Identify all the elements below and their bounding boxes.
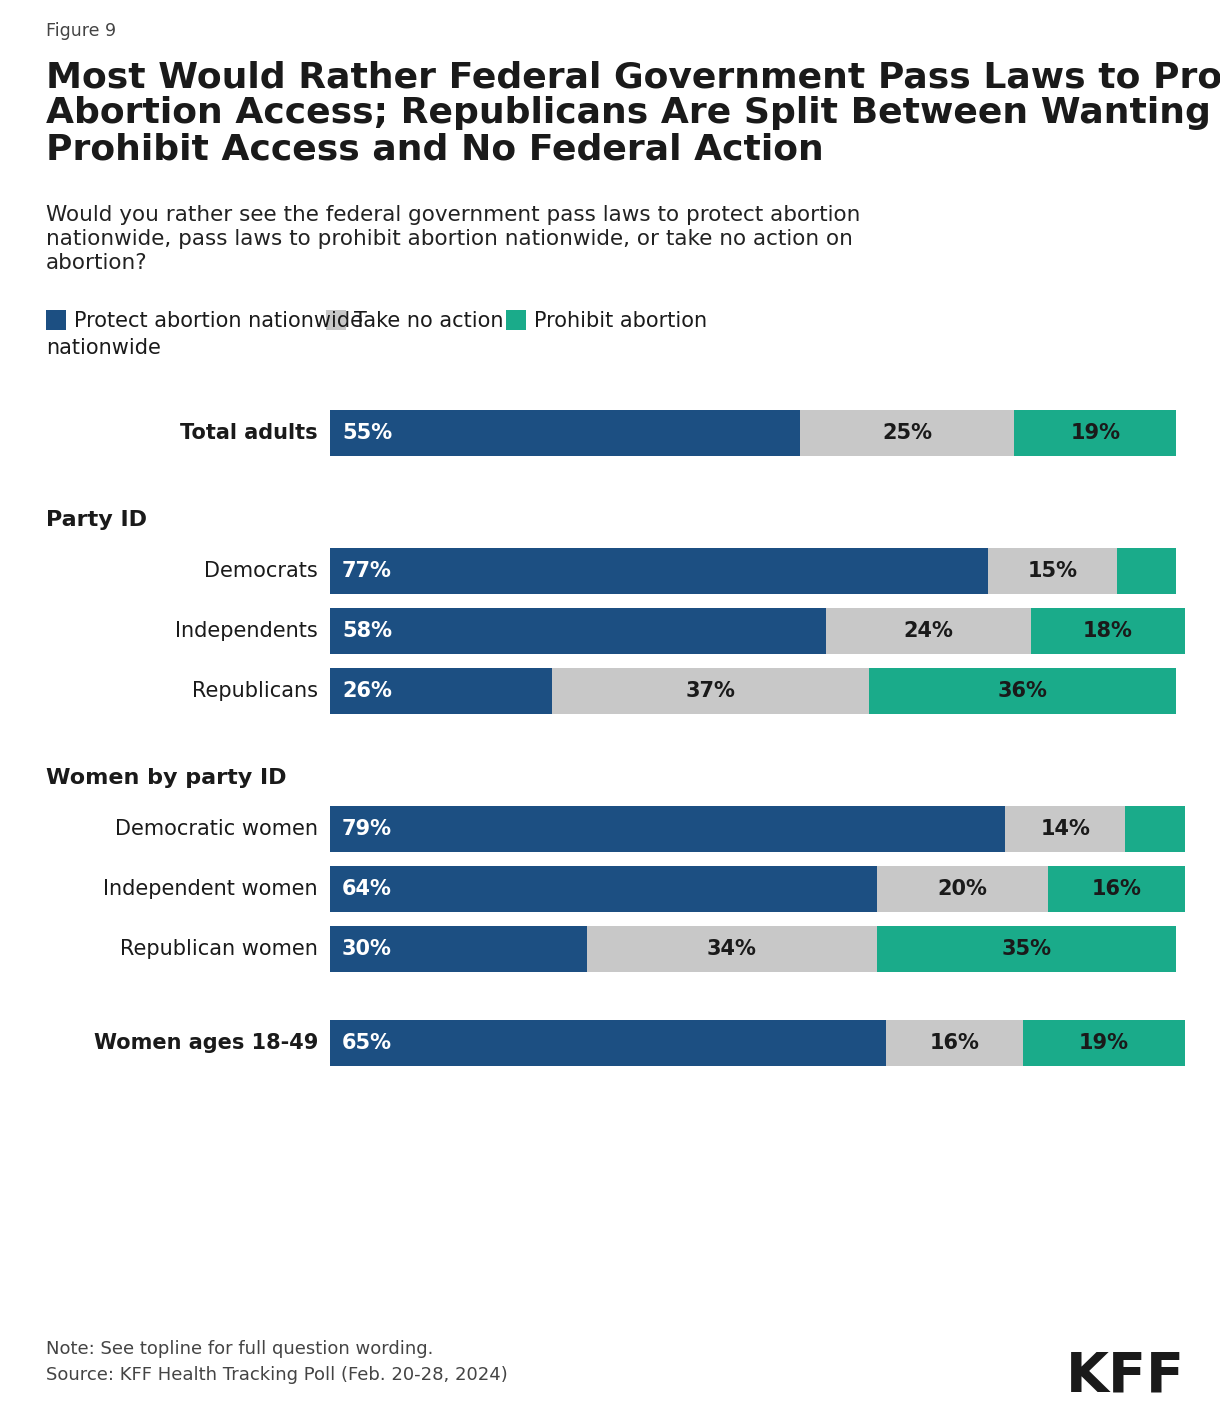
Bar bbox=[1005, 806, 1125, 853]
Bar bbox=[329, 926, 587, 971]
Bar bbox=[506, 310, 526, 329]
Bar bbox=[800, 410, 1014, 455]
Text: KFF: KFF bbox=[1066, 1350, 1185, 1404]
Text: 26%: 26% bbox=[342, 682, 392, 701]
Text: 79%: 79% bbox=[342, 819, 392, 839]
Bar bbox=[587, 926, 877, 971]
Text: Most Would Rather Federal Government Pass Laws to Protect: Most Would Rather Federal Government Pas… bbox=[46, 59, 1220, 93]
Bar bbox=[329, 806, 1005, 853]
Bar bbox=[826, 608, 1031, 655]
Text: Republican women: Republican women bbox=[120, 939, 318, 959]
Text: Republicans: Republicans bbox=[192, 682, 318, 701]
Text: Figure 9: Figure 9 bbox=[46, 23, 116, 40]
Text: 55%: 55% bbox=[342, 423, 392, 443]
Text: Protect abortion nationwide: Protect abortion nationwide bbox=[74, 311, 364, 331]
Text: 16%: 16% bbox=[930, 1034, 980, 1053]
Text: 25%: 25% bbox=[882, 423, 932, 443]
Text: 65%: 65% bbox=[342, 1034, 392, 1053]
Text: Total adults: Total adults bbox=[181, 423, 318, 443]
Bar bbox=[877, 865, 1048, 912]
Text: Would you rather see the federal government pass laws to protect abortion: Would you rather see the federal governm… bbox=[46, 205, 860, 225]
Text: 19%: 19% bbox=[1070, 423, 1120, 443]
Text: 24%: 24% bbox=[904, 621, 954, 641]
Text: 18%: 18% bbox=[1083, 621, 1133, 641]
Bar bbox=[869, 667, 1176, 714]
Text: 64%: 64% bbox=[342, 880, 392, 899]
Bar bbox=[329, 608, 826, 655]
Text: 77%: 77% bbox=[342, 561, 392, 581]
Text: Prohibit Access and No Federal Action: Prohibit Access and No Federal Action bbox=[46, 132, 824, 165]
Bar bbox=[326, 310, 346, 329]
Text: 30%: 30% bbox=[342, 939, 392, 959]
Text: 36%: 36% bbox=[998, 682, 1048, 701]
Bar bbox=[1048, 865, 1185, 912]
Text: Independent women: Independent women bbox=[104, 880, 318, 899]
Bar bbox=[553, 667, 869, 714]
Text: Independents: Independents bbox=[176, 621, 318, 641]
Text: nationwide, pass laws to prohibit abortion nationwide, or take no action on: nationwide, pass laws to prohibit aborti… bbox=[46, 229, 853, 249]
Text: nationwide: nationwide bbox=[46, 338, 161, 358]
Bar bbox=[877, 926, 1176, 971]
Text: Abortion Access; Republicans Are Split Between Wanting to: Abortion Access; Republicans Are Split B… bbox=[46, 96, 1220, 130]
Bar bbox=[988, 549, 1116, 594]
Text: Women ages 18-49: Women ages 18-49 bbox=[94, 1034, 318, 1053]
Text: Prohibit abortion: Prohibit abortion bbox=[534, 311, 708, 331]
Text: Democratic women: Democratic women bbox=[115, 819, 318, 839]
Text: Party ID: Party ID bbox=[46, 510, 146, 530]
Bar bbox=[46, 310, 66, 329]
Bar bbox=[886, 1019, 1022, 1066]
Text: 35%: 35% bbox=[1002, 939, 1052, 959]
Text: 15%: 15% bbox=[1027, 561, 1077, 581]
Text: 20%: 20% bbox=[938, 880, 988, 899]
Text: 58%: 58% bbox=[342, 621, 392, 641]
Text: Democrats: Democrats bbox=[204, 561, 318, 581]
Bar bbox=[329, 865, 877, 912]
Text: 16%: 16% bbox=[1092, 880, 1142, 899]
Bar bbox=[329, 549, 988, 594]
Bar bbox=[329, 1019, 886, 1066]
Bar bbox=[1022, 1019, 1185, 1066]
Text: Take no action: Take no action bbox=[354, 311, 504, 331]
Text: 34%: 34% bbox=[706, 939, 756, 959]
Text: Note: See topline for full question wording.: Note: See topline for full question word… bbox=[46, 1340, 433, 1357]
Bar bbox=[1014, 410, 1176, 455]
Bar bbox=[1116, 549, 1176, 594]
Text: 14%: 14% bbox=[1041, 819, 1091, 839]
Text: Women by party ID: Women by party ID bbox=[46, 768, 287, 788]
Text: Source: KFF Health Tracking Poll (Feb. 20-28, 2024): Source: KFF Health Tracking Poll (Feb. 2… bbox=[46, 1366, 508, 1384]
Text: 37%: 37% bbox=[686, 682, 736, 701]
Bar bbox=[1125, 806, 1185, 853]
Bar bbox=[1031, 608, 1185, 655]
Text: abortion?: abortion? bbox=[46, 253, 148, 273]
Text: 19%: 19% bbox=[1078, 1034, 1128, 1053]
Bar bbox=[329, 410, 800, 455]
Bar bbox=[329, 667, 553, 714]
